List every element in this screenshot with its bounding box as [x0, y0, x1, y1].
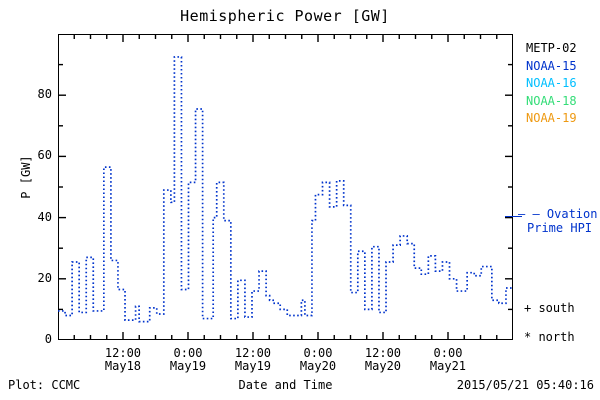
- y-axis-tick-labels: 0 20 40 60 80: [0, 0, 52, 400]
- y-tick-label: 80: [37, 87, 52, 102]
- x-tick-time: 12:00: [234, 346, 272, 360]
- x-tick-time: 0:00: [173, 346, 203, 360]
- y-tick-label: 60: [37, 148, 52, 163]
- legend-marker-south: + south: [524, 301, 575, 315]
- legend-satellites: METP-02 NOAA-15 NOAA-16 NOAA-18 NOAA-19: [526, 40, 600, 128]
- series-line: [58, 56, 513, 323]
- data-series-group: [58, 56, 513, 323]
- footer-timestamp: 2015/05/21 05:40:16: [456, 378, 594, 392]
- legend-item-metp-02[interactable]: METP-02: [526, 41, 577, 55]
- ovation-legend-dash-icon: [505, 216, 522, 217]
- x-tick-time: 12:00: [104, 346, 142, 360]
- plot-canvas: [58, 34, 513, 340]
- legend-item-noaa-18[interactable]: NOAA-18: [526, 93, 577, 108]
- legend-ovation-prime: — — Ovation Prime HPI: [518, 207, 600, 235]
- x-tick-label: 0:00 May21: [408, 347, 488, 373]
- chart-title: Hemispheric Power [GW]: [180, 7, 390, 25]
- x-tick-time: 0:00: [303, 346, 333, 360]
- x-tick-date: May19: [169, 359, 207, 373]
- y-tick-label: 0: [44, 332, 52, 346]
- legend-marker-symbols: + south * north: [524, 294, 600, 352]
- x-tick-date: May18: [104, 359, 142, 373]
- x-tick-time: 0:00: [433, 346, 463, 360]
- y-tick-label: 40: [37, 209, 52, 224]
- x-tick-date: May20: [364, 359, 402, 373]
- x-tick-label: 12:00 May18: [83, 347, 163, 373]
- legend-ovation-line1: — — Ovation: [518, 207, 598, 221]
- x-axis-label: Date and Time: [238, 378, 333, 392]
- x-tick-label: 0:00 May19: [148, 347, 228, 373]
- legend-marker-north: * north: [524, 330, 575, 344]
- x-tick-label: 12:00 May20: [343, 347, 423, 373]
- x-tick-date: May21: [429, 359, 467, 373]
- legend-item-noaa-15[interactable]: NOAA-15: [526, 58, 577, 73]
- legend-item-noaa-16[interactable]: NOAA-16: [526, 76, 577, 90]
- legend-ovation-line2: Prime HPI: [527, 221, 593, 235]
- footer-plot-credit: Plot: CCMC: [8, 378, 81, 392]
- x-tick-date: May19: [234, 359, 272, 373]
- axis-tick-marks: [58, 34, 513, 340]
- x-tick-label: 12:00 May19: [213, 347, 293, 373]
- x-tick-date: May20: [299, 359, 337, 373]
- x-tick-label: 0:00 May20: [278, 347, 358, 373]
- y-tick-label: 20: [37, 270, 52, 285]
- legend-item-noaa-19[interactable]: NOAA-19: [526, 111, 577, 125]
- x-tick-time: 12:00: [364, 346, 402, 360]
